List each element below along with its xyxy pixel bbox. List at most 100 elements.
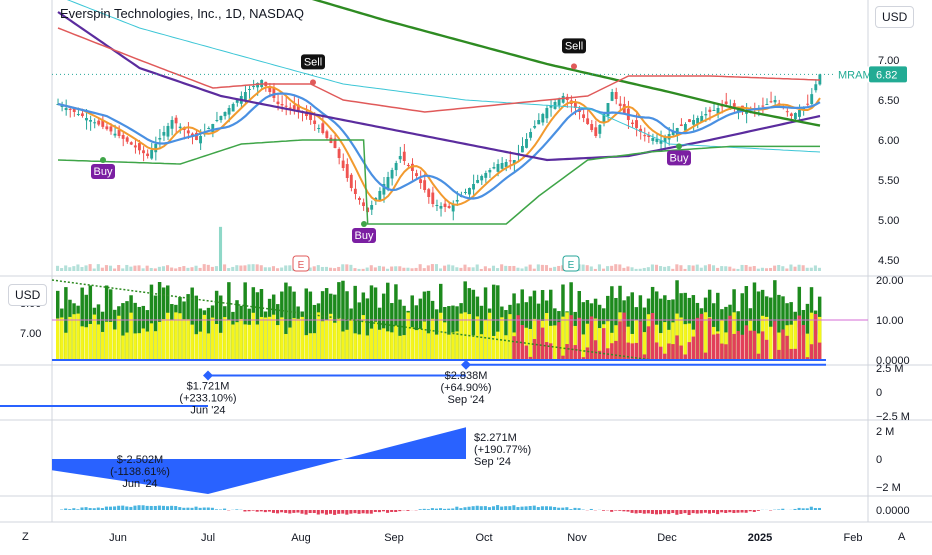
volume-yellow-bar (231, 324, 234, 360)
signal-text: Buy (670, 152, 689, 164)
volume-bar (749, 267, 752, 271)
oscillator-bar (708, 510, 711, 514)
volume-yellow-bar (341, 331, 344, 360)
oscillator-bar (345, 510, 348, 515)
volume-bar (724, 266, 727, 271)
volume-yellow-bar (109, 322, 112, 360)
time-tick-label: Jun (109, 532, 127, 544)
oscillator-bar (341, 510, 344, 514)
volume-yellow-bar (89, 324, 92, 360)
volume-bar (109, 266, 112, 271)
volume-bar (455, 267, 458, 271)
volume-bar (394, 266, 397, 271)
oscillator-bar (329, 510, 332, 514)
oscillator-bar (480, 506, 483, 510)
auto-scale-button[interactable]: A (898, 531, 905, 543)
volume-yellow-bar (321, 321, 324, 360)
volume-red-bar (557, 322, 560, 360)
oscillator-bar (325, 510, 328, 515)
volume-red-bar (777, 350, 780, 360)
oscillator-bar (125, 506, 128, 510)
oscillator-bar (362, 510, 365, 513)
volume-yellow-bar (500, 317, 503, 360)
cashflow-annotation: Sep '24 (448, 394, 485, 406)
volume-bar (349, 265, 352, 271)
volume-bar (431, 264, 434, 271)
volume-bar (101, 268, 104, 271)
cashflow-annotation: $1.721M (187, 380, 230, 392)
oscillator-bar (626, 510, 629, 512)
currency-selector[interactable]: USD (875, 6, 914, 28)
oscillator-bar (154, 506, 157, 510)
candle-body (232, 104, 235, 111)
volume-bar (435, 264, 438, 271)
candle-body (338, 149, 341, 158)
volume-bar (215, 266, 218, 271)
volume-bar (406, 268, 409, 271)
volume-yellow-bar (480, 334, 483, 360)
volume-red-bar (512, 336, 515, 360)
volume-bar (325, 267, 328, 271)
volume-bar (447, 265, 450, 271)
volume-yellow-bar (268, 317, 271, 360)
signal-dot (361, 221, 367, 227)
volume-yellow-bar (125, 333, 128, 360)
candle-body (440, 206, 443, 209)
oscillator-bar (366, 510, 369, 514)
volume-bar (150, 268, 153, 271)
volume-bar (272, 266, 275, 271)
oscillator-bar (578, 508, 581, 510)
oscillator-bar (374, 510, 377, 512)
volume-yellow-bar (76, 314, 79, 360)
oscillator-bar (423, 509, 426, 510)
volume-yellow-bar (398, 336, 401, 360)
oscillator-bar (93, 508, 96, 510)
candle-body (146, 154, 149, 156)
volume-bar (810, 268, 813, 271)
volume-bar (602, 269, 605, 271)
volume-yellow-bar (68, 317, 71, 360)
volume-bar (500, 264, 503, 271)
volume-bar (398, 266, 401, 271)
candle-body (497, 164, 500, 172)
candle-body (325, 131, 328, 138)
volume-bar (353, 268, 356, 271)
candle-body (122, 135, 125, 139)
volume-bar (818, 268, 821, 271)
volume-red-bar (639, 321, 642, 360)
candle-body (529, 132, 532, 138)
volume-bar (736, 269, 739, 271)
oscillator-bar (496, 505, 499, 510)
volume-bar (663, 267, 666, 271)
volume-bar (186, 268, 189, 271)
candle-body (277, 102, 280, 104)
volume-red-bar (720, 344, 723, 360)
volume-bar (692, 266, 695, 271)
oscillator-bar (500, 507, 503, 510)
volume-bar (785, 268, 788, 271)
volume-yellow-bar (158, 322, 161, 360)
volume-bar (675, 264, 678, 271)
volume-bar (720, 266, 723, 271)
oscillator-bar (798, 508, 801, 510)
volume-yellow-bar (463, 312, 466, 360)
panel2-currency-label[interactable]: USD (8, 284, 47, 306)
volume-yellow-bar (117, 316, 120, 360)
oscillator-bar (663, 510, 666, 513)
oscillator-bar (720, 510, 723, 512)
signal-text: Buy (94, 166, 113, 178)
oscillator-bar (553, 507, 556, 510)
oscillator-bar (133, 506, 136, 510)
timezone-button[interactable]: Z (22, 531, 29, 543)
volume-red-bar (594, 340, 597, 360)
time-tick-label: 2025 (748, 532, 772, 544)
volume-red-bar (602, 328, 605, 360)
volume-bar (321, 267, 324, 271)
candle-body (468, 188, 471, 194)
oscillator-bar (728, 510, 731, 512)
volume-bar (480, 269, 483, 271)
volume-yellow-bar (260, 317, 263, 360)
candle-body (480, 176, 483, 180)
volume-red-bar (789, 349, 792, 360)
candle-body (346, 164, 349, 178)
